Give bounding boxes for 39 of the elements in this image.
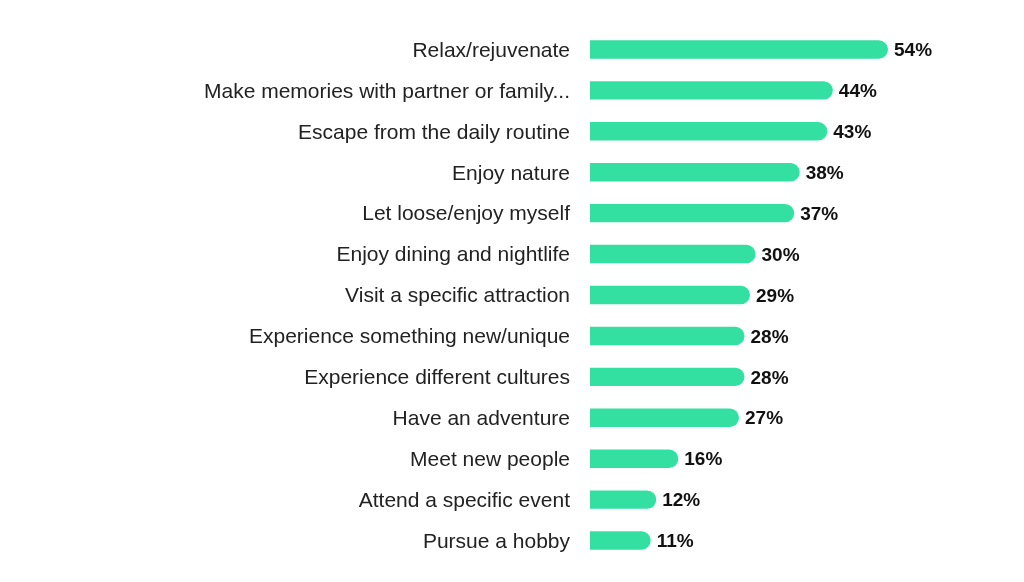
data-label: 54%: [894, 39, 933, 61]
data-label: 11%: [656, 530, 694, 552]
bar: [590, 408, 739, 427]
y-tick-label: Have an adventure: [392, 406, 570, 430]
y-tick-label: Let loose/enjoy myself: [362, 201, 571, 225]
data-label: 44%: [838, 80, 877, 102]
data-label: 37%: [800, 202, 839, 224]
y-tick-label: Escape from the daily routine: [298, 119, 570, 143]
y-tick-label: Pursue a hobby: [422, 528, 571, 552]
y-tick-label: Relax/rejuvenate: [412, 37, 570, 61]
bar: [590, 122, 828, 141]
data-label: 12%: [662, 489, 701, 511]
data-label: 28%: [750, 366, 789, 388]
data-label: 43%: [833, 120, 872, 142]
bar: [590, 367, 745, 387]
y-tick-label: Make memories with partner or family...: [203, 78, 570, 102]
data-label: 29%: [756, 284, 795, 306]
y-tick-label: Enjoy nature: [452, 160, 570, 184]
bar: [590, 285, 751, 305]
data-label: 30%: [761, 243, 800, 265]
bar: [590, 531, 651, 550]
bar: [590, 490, 657, 509]
y-tick-label: Enjoy dining and nightlife: [336, 242, 570, 266]
y-tick-label: Experience different cultures: [304, 365, 570, 389]
bar: [590, 163, 800, 182]
data-label: 27%: [745, 407, 784, 429]
bar: [590, 81, 833, 100]
y-tick-label: Attend a specific event: [358, 487, 571, 511]
bar: [590, 203, 795, 223]
data-label: 16%: [684, 448, 723, 470]
y-tick-label: Visit a specific attraction: [345, 283, 570, 307]
y-tick-label: Meet new people: [410, 447, 570, 471]
data-label: 38%: [805, 161, 844, 183]
bar: [590, 40, 888, 59]
y-tick-label: Experience something new/unique: [248, 324, 570, 348]
bar: [590, 244, 756, 264]
bar: [590, 449, 679, 468]
data-label: 28%: [750, 325, 789, 347]
bar: [590, 326, 745, 346]
